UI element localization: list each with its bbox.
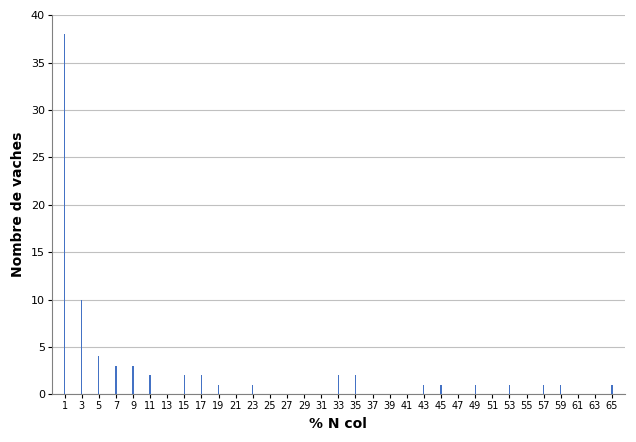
Bar [64, 34, 66, 394]
Bar [440, 385, 441, 394]
Y-axis label: Nombre de vaches: Nombre de vaches [11, 132, 25, 278]
Bar [543, 385, 544, 394]
Bar [81, 300, 82, 394]
Bar [338, 375, 339, 394]
Bar [560, 385, 562, 394]
Bar [355, 375, 356, 394]
Bar [474, 385, 476, 394]
Bar [252, 385, 253, 394]
Bar [149, 375, 151, 394]
X-axis label: % N col: % N col [309, 417, 367, 431]
Bar [115, 366, 116, 394]
Bar [201, 375, 202, 394]
Bar [218, 385, 219, 394]
Bar [132, 366, 134, 394]
Bar [98, 356, 99, 394]
Bar [184, 375, 185, 394]
Bar [423, 385, 424, 394]
Bar [611, 385, 612, 394]
Bar [509, 385, 510, 394]
